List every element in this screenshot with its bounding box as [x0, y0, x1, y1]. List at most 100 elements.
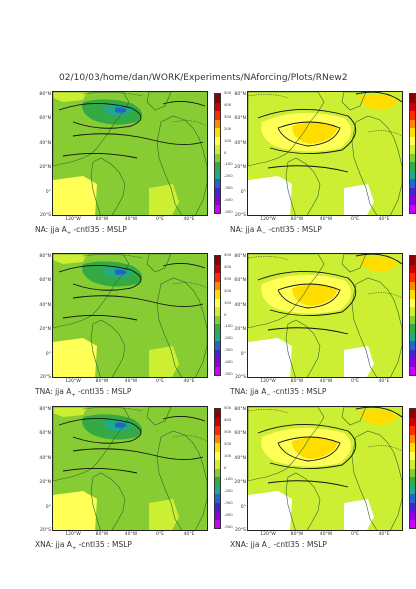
field-patch: [248, 176, 292, 215]
contour-line: [355, 92, 402, 103]
map-plot: [247, 253, 403, 378]
lat-tick-label: 60°N: [234, 116, 246, 121]
coastline: [285, 319, 321, 377]
caption-rest: -cntl35 : MSLP: [76, 540, 132, 549]
colorbar-label: 200: [224, 125, 232, 131]
lat-tick-label: 20°N: [234, 165, 246, 170]
colorbar-swatch: [410, 460, 415, 469]
coastline: [90, 472, 126, 530]
map-plot: [52, 406, 208, 531]
colorbar-swatch: [410, 349, 415, 358]
lat-tick-label: 40°N: [234, 456, 246, 461]
colorbar-swatch: [215, 136, 220, 145]
colorbar-swatch: [410, 119, 415, 128]
contour-line: [277, 436, 341, 462]
panel-caption: XNA: jja A+ -cntl35 : MSLP: [35, 540, 132, 552]
map-panel: 80°N 60°N 40°N 20°N 0° 20°S 120°W 80°W 40°W 0°E 40…: [33, 90, 233, 241]
colorbar-swatch: [410, 366, 415, 375]
colorbar-label: -500: [224, 209, 233, 214]
colorbar-swatch: [410, 341, 415, 350]
colorbar-swatch: [215, 145, 220, 154]
coastline: [90, 319, 126, 377]
contour-line-dashed: [82, 407, 144, 412]
colorbar-swatch: [215, 511, 220, 520]
coastline: [248, 92, 325, 167]
colorbar-label: -400: [224, 359, 233, 365]
colorbar-label: -100: [224, 161, 233, 167]
lon-tick-label: 80°W: [95, 379, 109, 384]
anomaly-map: [248, 92, 402, 215]
lon-tick-label: 120°W: [260, 532, 276, 537]
contour-line-dashed: [248, 256, 289, 261]
field-patch: [344, 184, 374, 215]
colorbar-swatch: [410, 153, 415, 162]
colorbar-label: 0: [224, 149, 227, 155]
colorbar-swatch: [410, 443, 415, 452]
colorbar-swatch: [410, 136, 415, 145]
field-patch: [248, 491, 292, 530]
contour-line: [72, 133, 204, 145]
lat-tick-label: 40°N: [39, 456, 51, 461]
caption-subscript: +: [71, 392, 76, 399]
colorbar-label: 0: [224, 464, 227, 470]
colorbar-swatch: [215, 170, 220, 179]
lon-tick-label: 80°W: [290, 217, 304, 222]
positive-anomaly-core: [292, 122, 338, 144]
colorbar-swatch: [215, 307, 220, 316]
coastline: [53, 254, 130, 329]
colorbar-label: 100: [224, 452, 232, 458]
caption-subscript: −: [266, 545, 272, 552]
coastline: [146, 254, 172, 273]
colorbar-swatch: [410, 519, 415, 528]
lon-tick-label: 40°E: [378, 532, 390, 537]
colorbar-label: -500: [224, 371, 233, 376]
contour-line: [355, 254, 402, 265]
map-panel: 80°N 60°N 40°N 20°N 0° 20°S 120°W 80°W 40°W 0°E 40…: [33, 405, 233, 556]
coastline: [156, 115, 207, 215]
caption-region: TNA: jja A: [230, 387, 267, 396]
lat-tick-label: 40°N: [234, 141, 246, 146]
colorbar-swatch: [215, 204, 220, 213]
colorbar-swatch: [215, 273, 220, 282]
coastline: [53, 92, 130, 167]
lat-tick-label: 20°S: [234, 375, 246, 380]
colorbar-swatch: [215, 366, 220, 375]
lon-tick-label: 120°W: [260, 379, 276, 384]
contour-line: [277, 283, 341, 309]
colorbar-swatch: [215, 485, 220, 494]
lon-tick-label: 40°W: [319, 217, 333, 222]
contour-line: [58, 103, 142, 129]
lon-tick-label: 120°W: [260, 217, 276, 222]
contour-line-dashed: [172, 435, 207, 442]
colorbar-swatch: [215, 494, 220, 503]
colorbar: [409, 408, 416, 529]
colorbar-swatch: [215, 426, 220, 435]
colorbar-swatch: [215, 128, 220, 137]
caption-region: NA: jja A: [35, 225, 67, 234]
colorbar-label: -100: [224, 476, 233, 482]
colorbar-swatch: [410, 187, 415, 196]
colorbar-swatch: [410, 170, 415, 179]
lon-tick-label: 40°W: [124, 217, 138, 222]
map-plot: [247, 91, 403, 216]
coastline: [248, 254, 325, 329]
contour-line: [267, 327, 349, 335]
lat-tick-label: 0°: [240, 505, 246, 510]
colorbar-swatch: [215, 468, 220, 477]
coastline: [351, 430, 402, 530]
colorbar-swatch: [410, 204, 415, 213]
page-title: 02/10/03/home/dan/WORK/Experiments/NAfor…: [59, 73, 348, 83]
anomaly-map: [53, 407, 207, 530]
caption-rest: -cntl35 : MSLP: [75, 387, 132, 396]
colorbar-swatch: [410, 111, 415, 120]
lat-tick-label: 20°N: [39, 480, 51, 485]
colorbar-label: 300: [224, 113, 232, 119]
caption-rest: -cntl35 : MSLP: [271, 540, 327, 549]
colorbar-swatch: [410, 511, 415, 520]
colorbar-swatch: [215, 332, 220, 341]
colorbar-swatch: [215, 451, 220, 460]
lon-tick-label: 80°W: [95, 217, 109, 222]
contour-line: [277, 121, 341, 147]
colorbar-swatch: [410, 128, 415, 137]
map-plot: [52, 91, 208, 216]
